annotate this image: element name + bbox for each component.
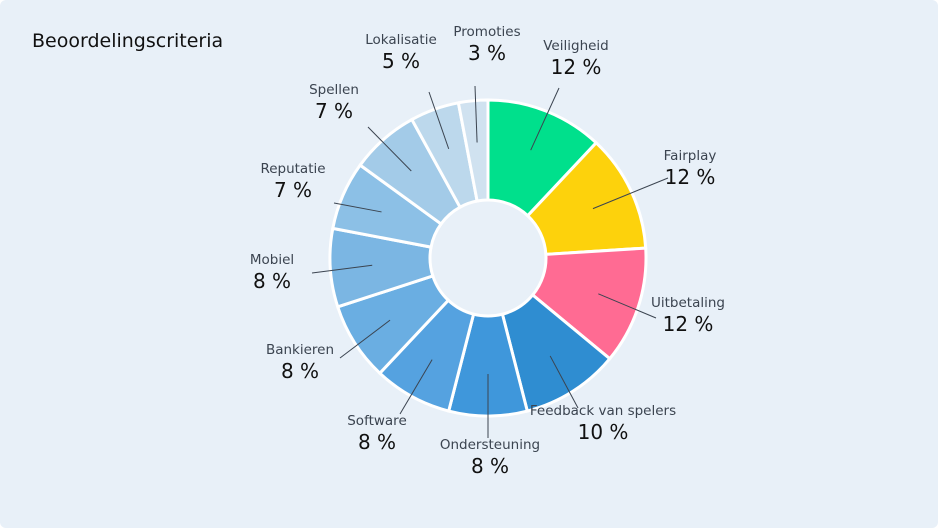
slice-label-fairplay: Fairplay bbox=[664, 148, 717, 164]
leader-line-lokalisatie bbox=[428, 91, 450, 150]
slice-value-reputatie: 7 % bbox=[274, 178, 312, 202]
slice-label-software: Software bbox=[347, 413, 407, 429]
leader-line-fairplay bbox=[592, 177, 669, 210]
leader-line-feedback-van-spelers bbox=[549, 355, 579, 409]
slice-uitbetaling[interactable] bbox=[530, 246, 648, 361]
slice-label-ondersteuning: Ondersteuning bbox=[440, 437, 540, 453]
slice-label-uitbetaling: Uitbetaling bbox=[651, 295, 725, 311]
leader-line-uitbetaling bbox=[598, 293, 657, 319]
slice-value-software: 8 % bbox=[358, 430, 396, 454]
slice-label-bankieren: Bankieren bbox=[266, 342, 334, 358]
leader-line-mobiel bbox=[311, 264, 373, 274]
leader-line-software bbox=[399, 359, 433, 415]
leader-line-spellen bbox=[367, 126, 412, 172]
slice-label-feedback-van-spelers: Feedback van spelers bbox=[530, 403, 676, 419]
leader-line-bankieren bbox=[339, 319, 391, 359]
leader-line-reputatie bbox=[333, 202, 382, 213]
slice-value-fairplay: 12 % bbox=[665, 165, 716, 189]
slice-fairplay[interactable] bbox=[525, 140, 648, 256]
slice-label-promoties: Promoties bbox=[453, 24, 520, 40]
slice-value-promoties: 3 % bbox=[468, 41, 506, 65]
slice-value-veiligheid: 12 % bbox=[551, 55, 602, 79]
leader-line-veiligheid bbox=[530, 87, 560, 151]
chart-title: Beoordelingscriteria bbox=[32, 30, 224, 52]
slice-label-mobiel: Mobiel bbox=[250, 252, 294, 268]
slice-value-spellen: 7 % bbox=[315, 99, 353, 123]
slice-label-lokalisatie: Lokalisatie bbox=[365, 32, 437, 48]
slice-label-reputatie: Reputatie bbox=[260, 161, 325, 177]
slice-veiligheid[interactable] bbox=[486, 98, 599, 218]
slice-value-bankieren: 8 % bbox=[281, 359, 319, 383]
slice-label-spellen: Spellen bbox=[309, 82, 359, 98]
slice-promoties[interactable] bbox=[456, 98, 490, 203]
slice-value-ondersteuning: 8 % bbox=[471, 454, 509, 478]
slice-value-feedback-van-spelers: 10 % bbox=[578, 420, 629, 444]
slice-value-uitbetaling: 12 % bbox=[663, 312, 714, 336]
slice-value-lokalisatie: 5 % bbox=[382, 49, 420, 73]
leader-line-promoties bbox=[474, 85, 478, 143]
slice-value-mobiel: 8 % bbox=[253, 269, 291, 293]
slice-label-veiligheid: Veiligheid bbox=[543, 38, 609, 54]
